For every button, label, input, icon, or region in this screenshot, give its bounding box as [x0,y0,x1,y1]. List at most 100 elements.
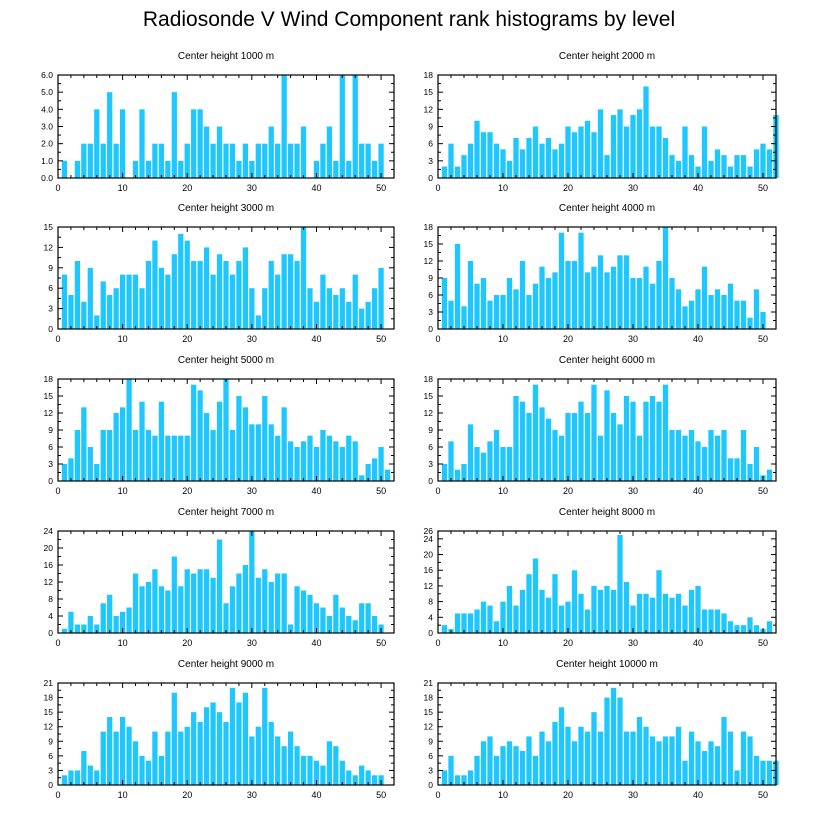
y-tick-label: 8 [428,597,433,607]
histogram-bar [623,396,630,481]
histogram-bar [326,741,333,785]
histogram-bar [113,413,119,481]
histogram-bar [578,232,584,329]
histogram-bar [152,569,158,633]
histogram-bar [152,240,158,329]
histogram-bar [210,143,216,178]
x-tick-label: 40 [311,183,321,193]
histogram-bar [675,289,682,329]
histogram-bar [178,160,184,178]
histogram-bar [262,143,268,178]
histogram-bar [441,464,448,481]
histogram-bar [313,160,320,178]
histogram-bar [210,274,216,329]
histogram-bar [643,86,649,178]
x-tick-label: 40 [693,790,703,800]
histogram-bar [326,288,333,329]
x-tick-label: 0 [435,790,440,800]
histogram-bar [203,126,210,178]
histogram-bar [467,424,474,481]
histogram-bar [532,384,539,481]
histogram-bar [281,746,287,785]
histogram-bar [126,726,132,785]
histogram-bar [747,166,753,178]
histogram-bar [591,712,597,785]
histogram-bar [333,441,339,481]
histogram-bar [236,160,242,178]
histogram-bar [255,424,261,481]
histogram-bar [513,605,519,633]
histogram-bar [352,274,358,329]
histogram-bar [578,726,584,785]
histogram-bar [467,770,474,785]
histogram-bar [178,233,184,329]
histogram-bar [584,272,591,329]
histogram-bar [255,726,261,785]
x-tick-label: 20 [563,334,573,344]
histogram-bar [81,143,87,178]
histogram-bar [68,295,74,329]
histogram-bar [378,143,384,178]
histogram-bar [701,609,708,633]
x-tick-label: 40 [311,334,321,344]
y-tick-label: 6 [48,442,53,452]
x-tick-label: 30 [628,638,638,648]
histogram-bar [281,254,287,329]
histogram-bar [152,731,158,785]
histogram-bar [487,300,493,329]
histogram-bar [210,577,216,633]
histogram-bar [165,274,171,329]
histogram-bar [139,109,145,178]
histogram-bar [294,261,300,329]
histogram-bar [294,746,300,785]
histogram-bar [171,92,177,178]
histogram-bar [526,574,532,633]
histogram-bar [223,143,229,178]
histogram-panel: Center height 2000 m 0 10 20 30 40 50 0 3 6 9 12 15 1… [424,51,779,193]
x-tick-label: 10 [498,183,508,193]
histogram-bar [197,109,203,178]
x-tick-label: 10 [118,334,128,344]
histogram-bar [675,593,682,633]
x-tick-label: 10 [498,486,508,496]
histogram-bar [708,295,714,329]
histogram-bar [365,143,371,178]
histogram-bar [281,573,287,633]
histogram-bar [565,261,571,329]
histogram-bar [740,430,747,481]
histogram-bar [487,441,493,481]
histogram-bar [300,755,307,785]
histogram-bar [249,160,255,178]
histogram-bar [467,261,474,329]
histogram-bar [333,160,339,178]
histogram-bar [371,160,378,178]
histogram-bar [94,315,100,329]
histogram-bar [734,625,740,633]
panel-title: Center height 7000 m [178,507,274,518]
histogram-bar [152,143,158,178]
histogram-bar [249,288,255,329]
histogram-panel: Center height 6000 m 0 10 20 30 40 50 0 3 6 9 12 15 1… [424,355,777,496]
histogram-bar [281,407,287,481]
histogram-bar [236,396,242,481]
x-tick-label: 30 [247,790,257,800]
histogram-bar [467,143,474,178]
y-tick-label: 18 [424,374,434,384]
histogram-bar [539,143,545,178]
histogram-bar [223,261,229,329]
histogram-bar [532,126,539,178]
histogram-bar [610,413,617,481]
histogram-bar [467,613,474,633]
histogram-bar [203,569,210,633]
histogram-bar [352,75,358,178]
histogram-bar [760,143,766,178]
histogram-bar [236,261,242,329]
histogram-bar [604,155,610,178]
x-tick-label: 30 [628,790,638,800]
histogram-bar [346,435,352,481]
histogram-bar [656,126,662,178]
histogram-bar [171,556,177,633]
histogram-bar [669,430,675,481]
x-tick-label: 10 [498,638,508,648]
histogram-bar [558,435,565,481]
